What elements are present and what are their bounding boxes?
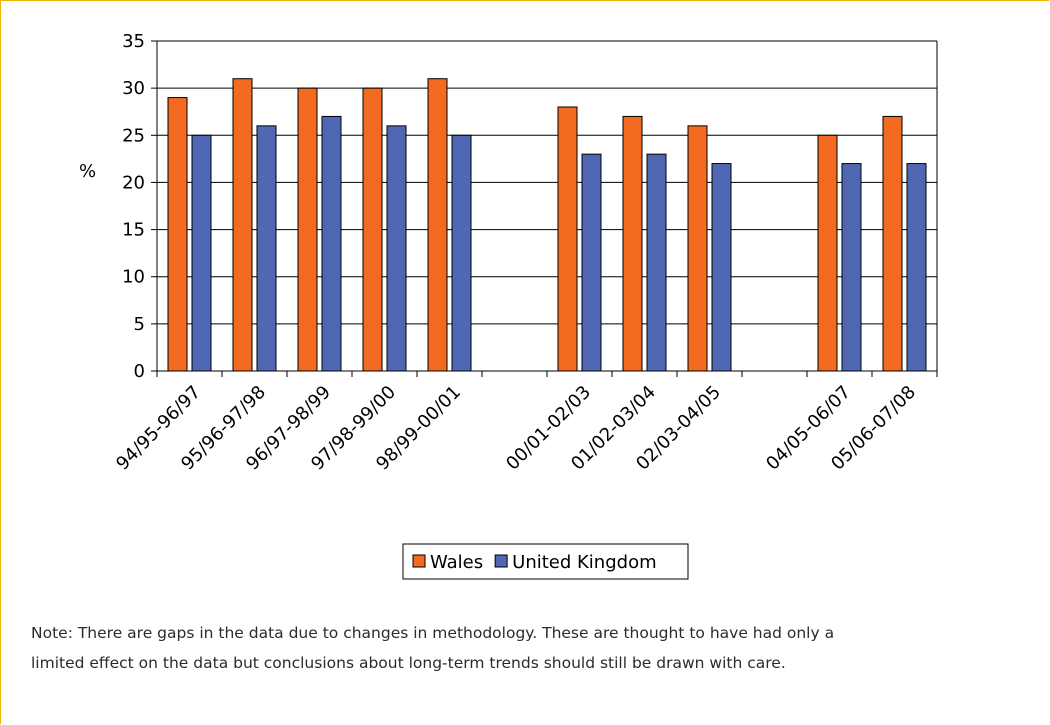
note-line-1: Note: There are gaps in the data due to … (31, 624, 835, 642)
bar-wales (362, 87, 383, 372)
bar-united-kingdom (321, 115, 342, 372)
bar-wales (882, 115, 903, 372)
bar-wales (232, 78, 253, 372)
legend-box (402, 543, 689, 580)
bar-united-kingdom (711, 163, 732, 372)
bar-united-kingdom (841, 163, 862, 372)
bar-united-kingdom (906, 163, 927, 372)
y-tick-label: 10 (122, 267, 145, 288)
y-axis-label: % (79, 161, 96, 182)
bar-wales (687, 125, 708, 372)
bar-united-kingdom (646, 153, 667, 372)
legend: Wales United Kingdom (402, 543, 689, 580)
y-tick-label: 0 (134, 361, 145, 382)
gridlines (157, 40, 937, 325)
bar-united-kingdom (581, 153, 602, 372)
bar-united-kingdom (191, 134, 212, 372)
y-tick-label: 35 (122, 31, 145, 52)
legend-swatch-united-kingdom (494, 554, 508, 568)
chart-note: Note: There are gaps in the data due to … (31, 618, 1021, 678)
bar-wales (167, 97, 188, 372)
legend-label-wales: Wales (430, 552, 483, 573)
bar-wales (557, 106, 578, 372)
y-tick-label: 30 (122, 78, 145, 99)
y-tick-labels: 0 5 10 15 20 25 30 35 (122, 31, 145, 382)
legend-label-united-kingdom: United Kingdom (512, 552, 656, 573)
y-tick-label: 20 (122, 172, 145, 193)
bar-united-kingdom (451, 134, 472, 372)
y-tick-label: 15 (122, 220, 145, 241)
y-tick-label: 25 (122, 125, 145, 146)
bar-united-kingdom (256, 125, 277, 372)
x-tick-labels: 94/95-96/9795/96-97/9896/97-98/9997/98-9… (112, 382, 920, 475)
bar-chart: 0 5 10 15 20 25 30 35 94/95-96/9795/96-97/9896/… (79, 31, 938, 580)
bar-wales (297, 87, 318, 372)
bar-wales (817, 134, 838, 372)
legend-swatch-wales (412, 554, 426, 568)
bar-wales (622, 115, 643, 372)
bar-wales (427, 78, 448, 372)
bar-united-kingdom (386, 125, 407, 372)
y-tick-label: 5 (134, 314, 145, 335)
note-line-2: limited effect on the data but conclusio… (31, 654, 786, 672)
axes (151, 40, 938, 377)
bars (167, 78, 927, 372)
